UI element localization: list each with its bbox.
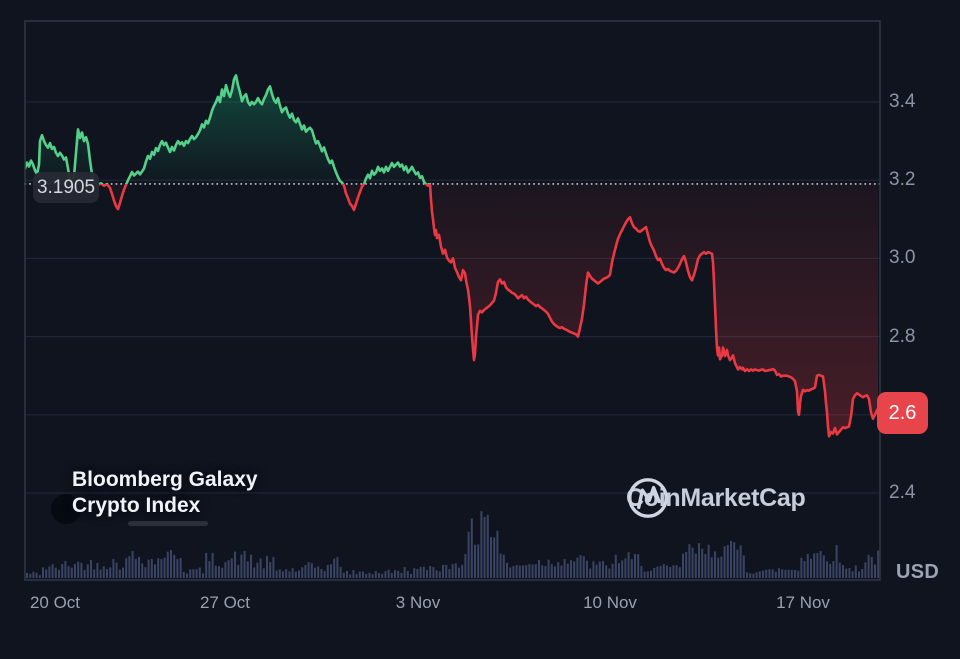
x-axis-tick-label: 20 Oct xyxy=(29,593,81,612)
area-above-baseline xyxy=(25,75,426,184)
y-axis-tick-label: 3.0 xyxy=(889,247,916,269)
chart-title-line2: Crypto Index xyxy=(72,494,201,517)
y-axis-tick-label: 2.8 xyxy=(889,325,916,347)
chart-title-line1: Bloomberg Galaxy xyxy=(72,468,258,491)
volume-bars xyxy=(26,511,880,578)
x-axis-tick-label: 27 Oct xyxy=(199,593,251,612)
x-axis-tick-label: 3 Nov xyxy=(395,593,441,612)
x-axis-tick-label: 17 Nov xyxy=(776,593,830,612)
y-axis-tick-label: 3.4 xyxy=(889,91,916,112)
price-line-above-baseline xyxy=(25,74,432,184)
x-axis-tick-label: 10 Nov xyxy=(583,593,637,612)
price-line-below-baseline xyxy=(71,183,880,438)
area-below-baseline xyxy=(25,183,878,437)
y-axis-tick-label: 2.4 xyxy=(889,482,916,503)
watermark-disc xyxy=(51,494,81,524)
y-axis-tick-label: 3.2 xyxy=(889,169,916,191)
coinmarketcap-logo-link[interactable]: CoinMarketCap xyxy=(626,476,806,520)
baseline-price-label: 3.1905 xyxy=(33,172,99,203)
watermark-underline xyxy=(128,521,208,526)
chart-title: Bloomberg Galaxy Crypto Index xyxy=(72,467,258,519)
plot-border xyxy=(24,20,881,581)
currency-label: USD xyxy=(896,561,940,583)
coinmarketcap-icon xyxy=(628,478,668,518)
current-price-badge: 2.6 xyxy=(877,392,928,434)
